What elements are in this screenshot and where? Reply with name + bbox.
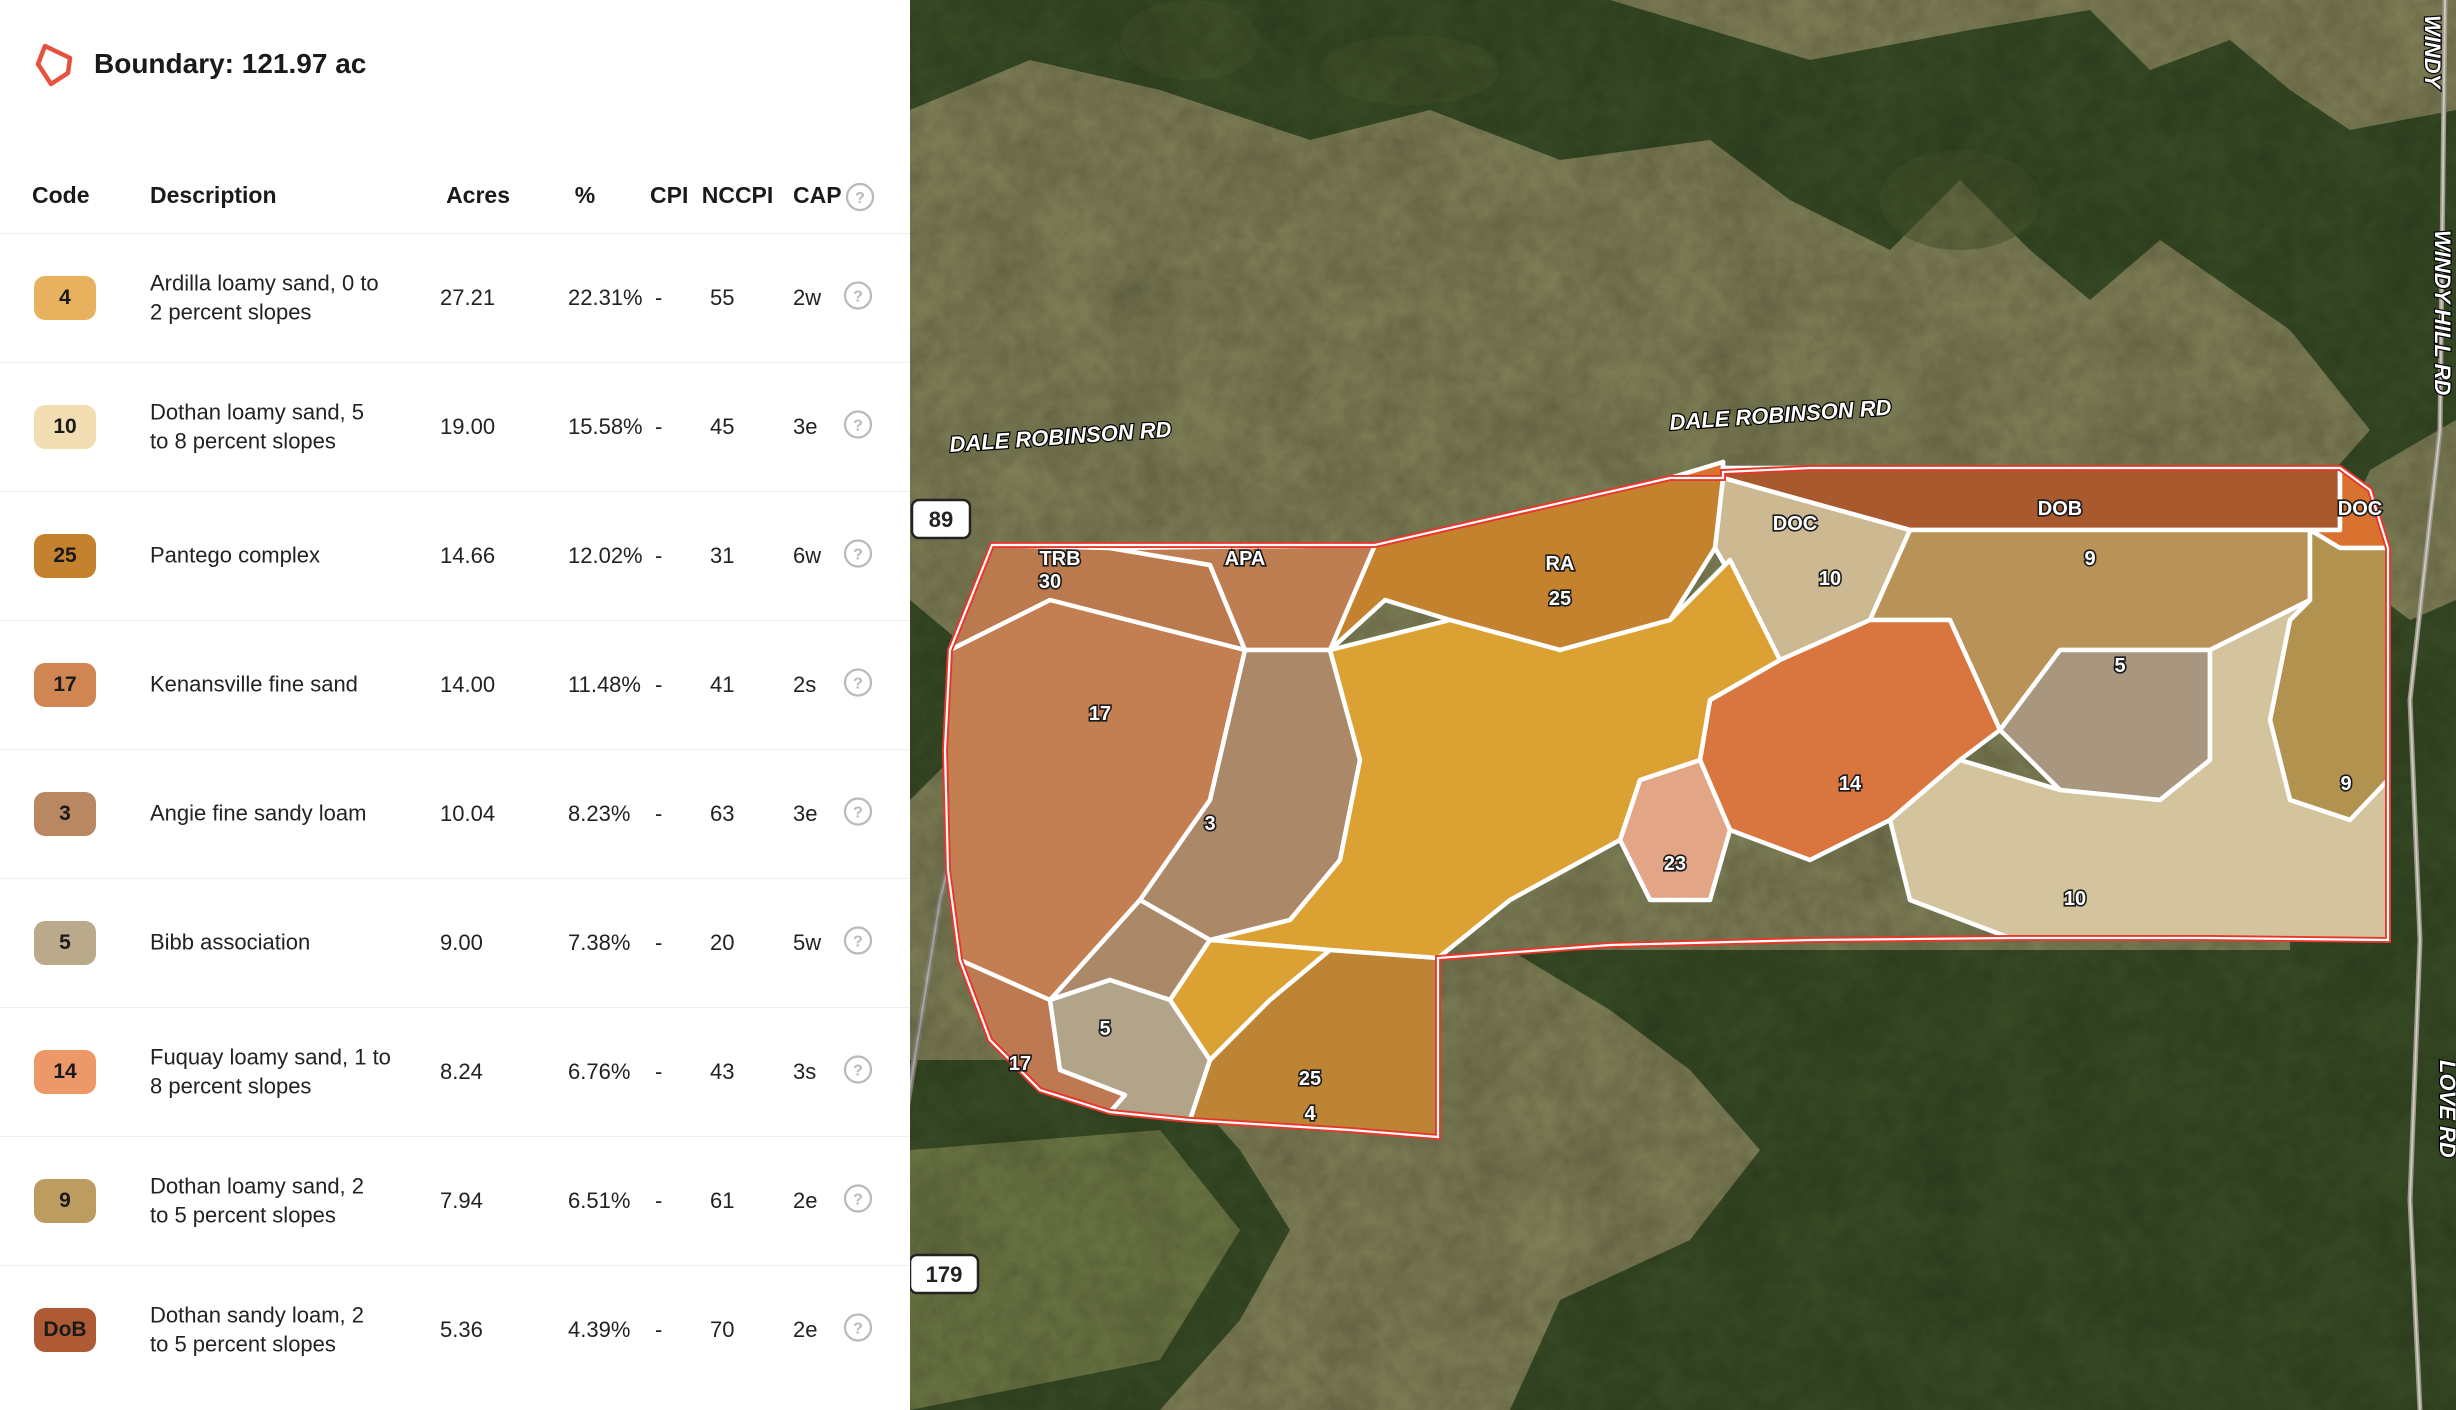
svg-text:?: ? (853, 1321, 863, 1338)
svg-text:17: 17 (1009, 1053, 1031, 1075)
svg-text:30: 30 (1039, 571, 1061, 593)
svg-text:LOVE RD: LOVE RD (2435, 1060, 2456, 1158)
svg-text:9: 9 (2084, 548, 2095, 570)
svg-text:10: 10 (1819, 568, 1841, 590)
svg-text:3: 3 (1204, 813, 1215, 835)
svg-text:5: 5 (2114, 655, 2125, 677)
svg-text:14: 14 (1839, 773, 1862, 795)
svg-text:?: ? (853, 289, 863, 306)
svg-text:89: 89 (929, 507, 953, 532)
svg-text:DOC: DOC (1773, 513, 1817, 535)
svg-text:?: ? (855, 190, 865, 207)
svg-text:179: 179 (926, 1262, 963, 1287)
svg-text:9: 9 (2340, 773, 2351, 795)
svg-text:DOB: DOB (2038, 498, 2082, 520)
svg-text:TRB: TRB (1039, 548, 1080, 570)
svg-text:23: 23 (1664, 853, 1686, 875)
svg-text:17: 17 (1089, 703, 1111, 725)
svg-text:WINDY HILL RD: WINDY HILL RD (2430, 230, 2455, 396)
svg-text:?: ? (853, 547, 863, 564)
svg-text:25: 25 (1299, 1068, 1321, 1090)
svg-text:4: 4 (1304, 1103, 1316, 1125)
svg-text:?: ? (853, 418, 863, 435)
svg-text:WINDY: WINDY (2420, 15, 2445, 91)
svg-text:?: ? (853, 805, 863, 822)
svg-text:10: 10 (2064, 888, 2086, 910)
svg-text:DOC: DOC (2338, 498, 2382, 520)
svg-text:5: 5 (1099, 1018, 1110, 1040)
svg-text:?: ? (853, 1063, 863, 1080)
svg-text:RA: RA (1546, 553, 1575, 575)
svg-text:25: 25 (1549, 588, 1571, 610)
svg-text:?: ? (853, 676, 863, 693)
svg-text:?: ? (853, 934, 863, 951)
svg-text:APA: APA (1225, 548, 1266, 570)
svg-text:?: ? (853, 1192, 863, 1209)
